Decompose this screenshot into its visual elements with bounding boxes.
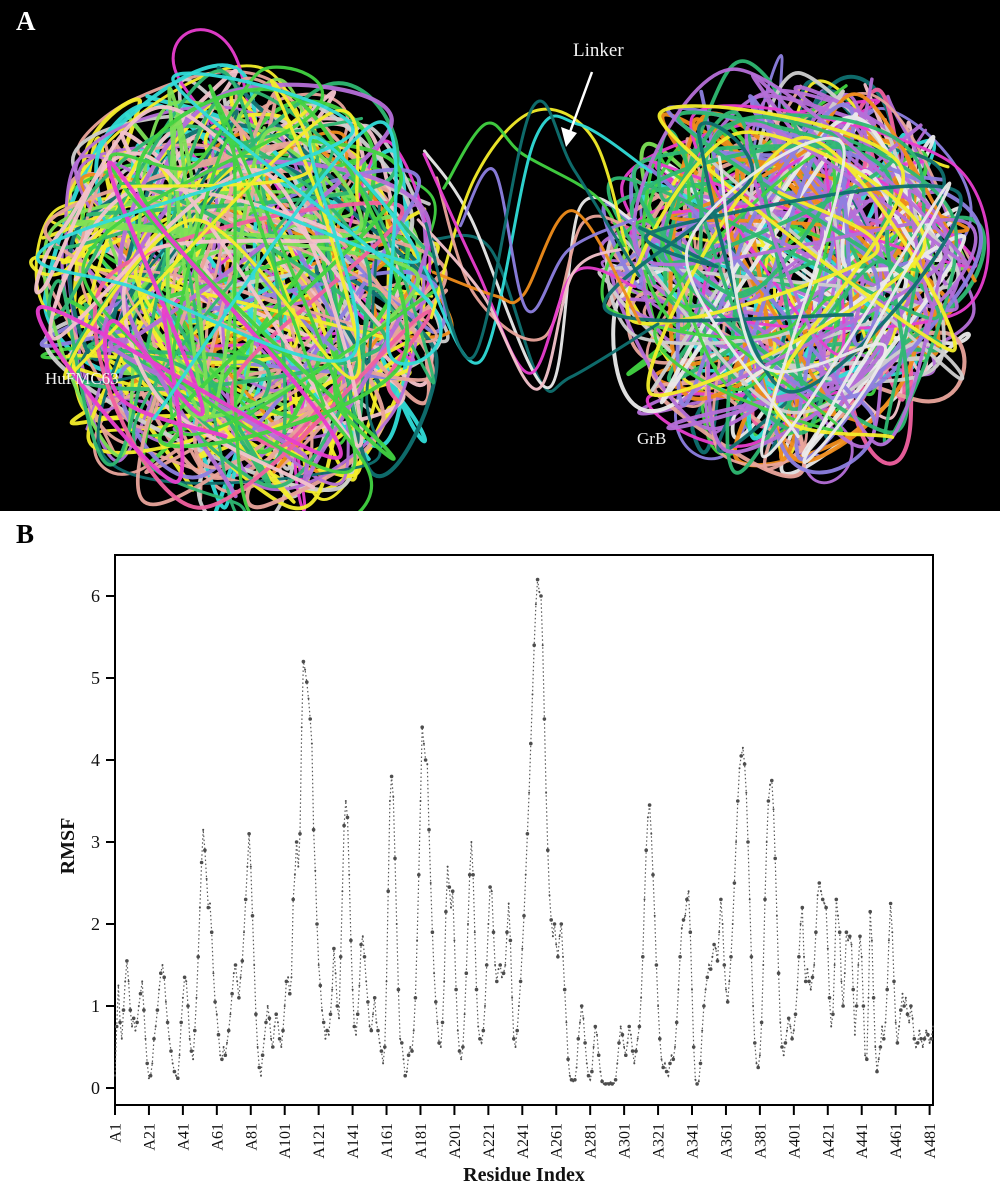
- x-tick-label: A21: [141, 1123, 158, 1151]
- y-tick-label: 1: [91, 996, 100, 1016]
- grb-annotation: GrB: [637, 429, 667, 448]
- y-axis-ticks: 0 1 2 3 4 5 6: [91, 586, 115, 1098]
- x-tick-label: A401: [786, 1123, 803, 1159]
- x-tick-label: A281: [583, 1123, 600, 1159]
- panel-b-rmsf-plot: 0 1 2 3 4 5 6 A1 A21 A41 A61 A81 A101 A121 A141 A161 A18…: [0, 511, 1000, 1196]
- x-tick-label: A161: [379, 1123, 396, 1159]
- y-tick-label: 2: [91, 914, 100, 934]
- x-tick-label: A81: [243, 1123, 260, 1151]
- x-tick-label: A361: [719, 1123, 736, 1159]
- x-axis-ticks: A1 A21 A41 A61 A81 A101 A121 A141 A161 A181 A201 A2…: [108, 1105, 939, 1159]
- x-tick-label: A381: [752, 1123, 769, 1159]
- grb-domain-strands: [597, 54, 990, 485]
- panel-a-label: A: [16, 6, 36, 36]
- hufmc63-annotation: HuFMC63: [45, 369, 119, 388]
- x-tick-label: A261: [549, 1123, 566, 1159]
- x-tick-label: A481: [922, 1123, 939, 1159]
- linker-annotation: Linker: [573, 40, 624, 61]
- x-tick-label: A441: [854, 1123, 871, 1159]
- y-tick-label: 0: [91, 1078, 100, 1098]
- hufmc63-domain-strands: [29, 28, 454, 511]
- x-tick-label: A141: [345, 1123, 362, 1159]
- x-tick-label: A41: [175, 1123, 192, 1151]
- x-tick-label: A421: [820, 1123, 837, 1159]
- x-tick-label: A121: [311, 1123, 328, 1159]
- y-tick-label: 6: [91, 586, 100, 606]
- rmsf-chart-svg: 0 1 2 3 4 5 6 A1 A21 A41 A61 A81 A101 A121 A141 A161 A18…: [91, 554, 939, 1159]
- y-tick-label: 5: [91, 668, 100, 688]
- y-tick-label: 4: [91, 750, 100, 770]
- linker-strands: [416, 99, 660, 394]
- molecule-ensemble-svg: [29, 28, 990, 511]
- y-axis-title: RMSF: [57, 817, 79, 875]
- x-tick-label: A461: [888, 1123, 905, 1159]
- linker-arrow: [561, 71, 594, 147]
- x-tick-label: A321: [651, 1123, 668, 1159]
- x-tick-label: A1: [108, 1123, 125, 1143]
- x-tick-label: A221: [481, 1123, 498, 1159]
- x-tick-label: A61: [209, 1123, 226, 1151]
- plot-border: [114, 554, 934, 1106]
- x-tick-label: A181: [413, 1123, 430, 1159]
- data-points: [114, 577, 934, 1086]
- x-tick-label: A201: [447, 1123, 464, 1159]
- x-tick-label: A101: [277, 1123, 294, 1159]
- y-tick-label: 3: [91, 832, 100, 852]
- x-tick-label: A301: [617, 1123, 634, 1159]
- x-tick-label: A341: [685, 1123, 702, 1159]
- x-axis-title: Residue Index: [463, 1164, 585, 1186]
- dotted-connector-line: [114, 579, 934, 1086]
- panel-b-label: B: [16, 519, 35, 549]
- panel-a-structure: A Linker HuFMC63 GrB: [0, 0, 1000, 511]
- x-tick-label: A241: [515, 1123, 532, 1159]
